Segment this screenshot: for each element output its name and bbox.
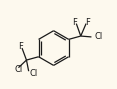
Text: F: F	[18, 42, 23, 51]
Text: F: F	[85, 18, 90, 27]
Text: Cl: Cl	[94, 32, 102, 41]
Text: Cl: Cl	[15, 65, 23, 74]
Text: F: F	[73, 18, 77, 27]
Text: Cl: Cl	[30, 69, 38, 78]
